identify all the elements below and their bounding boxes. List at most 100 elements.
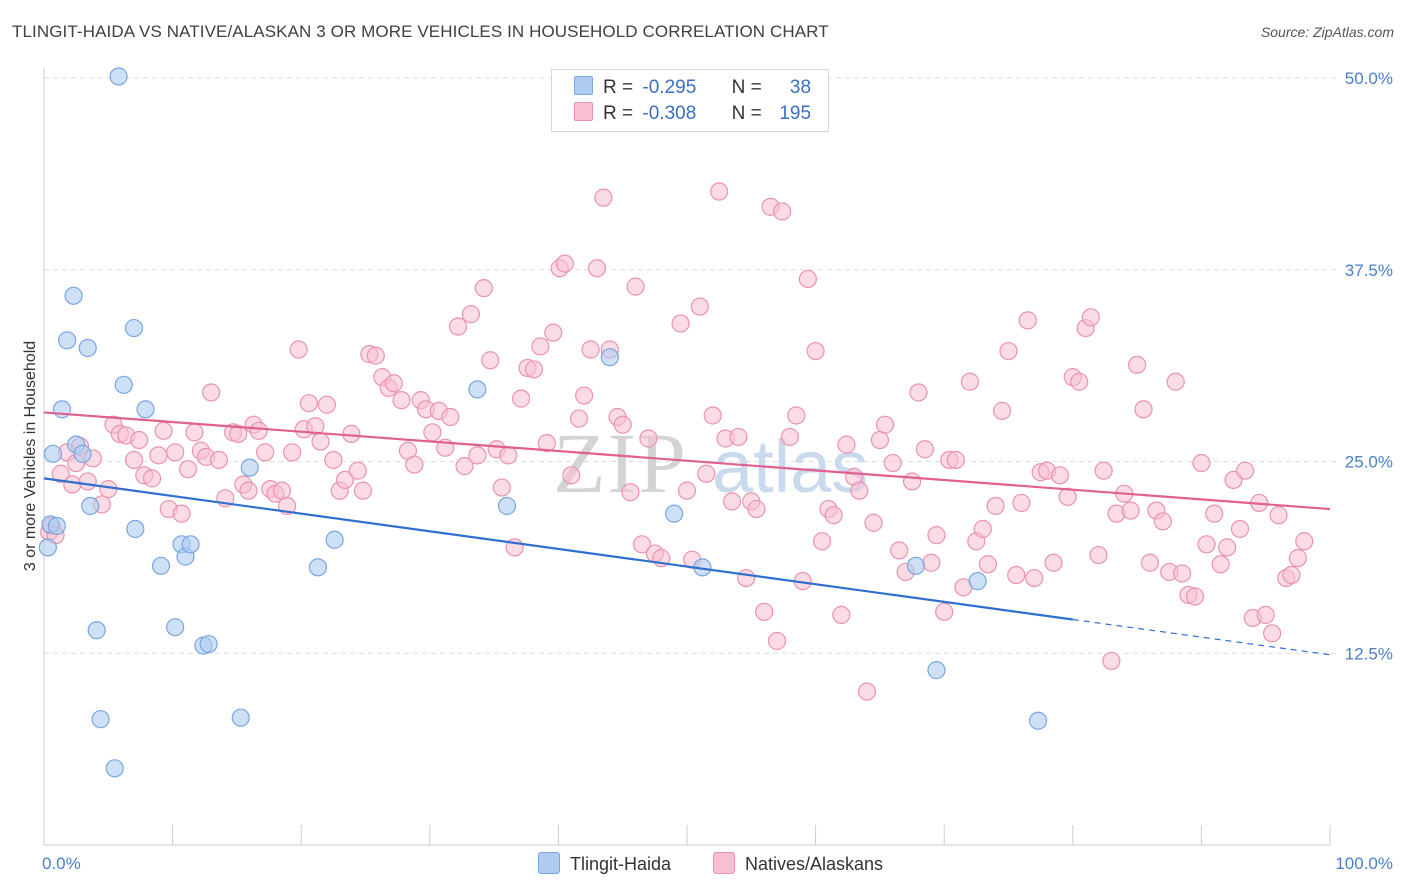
natives-alaskans-point — [883, 453, 902, 473]
bottom-legend-swatch-blue — [538, 852, 560, 874]
natives-alaskans-point — [1018, 311, 1037, 330]
natives-alaskans-point — [474, 279, 493, 298]
tlingit-haida-point — [600, 348, 619, 367]
tlingit-haida-point — [151, 556, 171, 575]
natives-alaskans-point — [780, 427, 799, 447]
natives-alaskans-point — [850, 481, 869, 500]
natives-alaskans-point — [392, 391, 411, 410]
natives-alaskans-point — [202, 383, 221, 402]
legend-n-value: 38 — [789, 77, 812, 98]
natives-alaskans-point — [1288, 549, 1307, 568]
natives-alaskans-point — [130, 430, 149, 450]
bottom-legend-natives-alaskans: Natives/Alaskans — [713, 852, 883, 875]
tlingit-haida-point — [109, 67, 128, 86]
natives-alaskans-point — [384, 374, 403, 393]
natives-alaskans-point — [209, 450, 228, 470]
natives-alaskans-point — [353, 481, 373, 500]
tlingit-haida-trend-extension — [1072, 618, 1331, 656]
tlingit-haida-point — [58, 331, 77, 350]
natives-alaskans-point — [283, 443, 302, 462]
natives-alaskans-point — [185, 423, 204, 442]
natives-alaskans-point — [299, 394, 319, 413]
natives-alaskans-point — [875, 415, 895, 434]
natives-alaskans-point — [927, 526, 946, 545]
tlingit-haida-point — [308, 558, 328, 577]
tlingit-haida-point — [124, 318, 144, 338]
natives-alaskans-point — [1121, 501, 1140, 520]
natives-alaskans-point — [1230, 519, 1250, 539]
natives-alaskans-point — [992, 401, 1012, 420]
natives-alaskans-point — [524, 360, 544, 379]
natives-alaskans-point — [366, 346, 385, 365]
natives-alaskans-point — [973, 519, 992, 539]
natives-alaskans-trend-line — [43, 411, 1331, 511]
natives-alaskans-point — [1025, 568, 1044, 588]
tlingit-haida-point — [325, 530, 344, 549]
natives-alaskans-point — [178, 460, 198, 479]
natives-alaskans-point — [499, 446, 518, 465]
natives-alaskans-point — [1263, 624, 1282, 643]
natives-alaskans-point — [166, 443, 185, 462]
tlingit-haida-point — [78, 338, 97, 358]
tlingit-haida-point — [240, 458, 259, 477]
natives-alaskans-point — [935, 602, 954, 621]
natives-alaskans-point — [468, 446, 487, 465]
natives-alaskans-point — [423, 423, 442, 442]
chart-title: TLINGIT-HAIDA VS NATIVE/ALASKAN 3 OR MOR… — [12, 22, 829, 41]
y-tick-label: 25.0% — [1345, 453, 1393, 472]
natives-alaskans-point — [1173, 564, 1192, 583]
natives-alaskans-point — [1050, 466, 1070, 485]
natives-alaskans-point — [864, 513, 883, 532]
tlingit-haida-point — [91, 710, 110, 729]
trend-lines — [43, 411, 1331, 656]
natives-alaskans-point — [1282, 565, 1301, 585]
legend-r-label: R = — [603, 77, 634, 98]
axes — [43, 68, 1331, 846]
natives-alaskans-point — [1185, 587, 1205, 606]
natives-alaskans-point — [335, 470, 355, 490]
tlingit-haida-point — [105, 759, 124, 778]
natives-alaskans-point — [1140, 553, 1160, 572]
natives-alaskans-point — [581, 340, 600, 359]
natives-alaskans-point — [1256, 605, 1275, 625]
natives-alaskans-point — [621, 483, 640, 502]
natives-alaskans-point — [448, 317, 468, 336]
legend-r-value: -0.295 — [642, 77, 697, 98]
natives-alaskans-point — [78, 472, 97, 491]
natives-alaskans-point — [978, 555, 998, 574]
natives-alaskans-point — [575, 386, 594, 405]
natives-alaskans-point — [999, 341, 1018, 361]
natives-alaskans-point — [737, 568, 756, 588]
natives-alaskans-point — [348, 461, 367, 480]
legend-n-value: 195 — [779, 103, 812, 124]
natives-alaskans-point — [824, 506, 843, 525]
natives-alaskans-point — [1166, 372, 1185, 391]
natives-alaskans-point — [915, 440, 935, 459]
natives-alaskans-point — [1012, 493, 1031, 513]
tlingit-haida-point — [497, 496, 517, 516]
x-tick-label: 100.0% — [1335, 854, 1393, 873]
natives-alaskans-point — [481, 351, 500, 370]
tlingit-haida-point — [665, 504, 684, 523]
legend-swatch-blue — [574, 76, 593, 95]
natives-alaskans-point — [613, 415, 632, 434]
legend-n-label: N = — [731, 103, 762, 124]
natives-alaskans-point — [289, 340, 308, 359]
tlingit-haida-point — [81, 496, 100, 516]
natives-alaskans-point — [812, 532, 832, 551]
natives-alaskans-point — [946, 450, 965, 470]
natives-alaskans-point — [922, 553, 941, 572]
natives-alaskans-point — [747, 499, 766, 519]
natives-alaskans-point — [1102, 651, 1121, 671]
natives-alaskans-point — [773, 202, 792, 221]
tlingit-haida-point — [87, 621, 106, 640]
natives-alaskans-point — [537, 433, 556, 453]
natives-alaskans-point — [342, 424, 361, 443]
natives-alaskans-point — [902, 472, 922, 491]
natives-alaskans-point — [1134, 400, 1153, 419]
natives-alaskans-point — [1295, 532, 1314, 551]
source-label: Source: ZipAtlas.com — [1260, 24, 1394, 40]
natives-alaskans-point — [767, 631, 787, 651]
natives-alaskans-point — [798, 269, 817, 289]
